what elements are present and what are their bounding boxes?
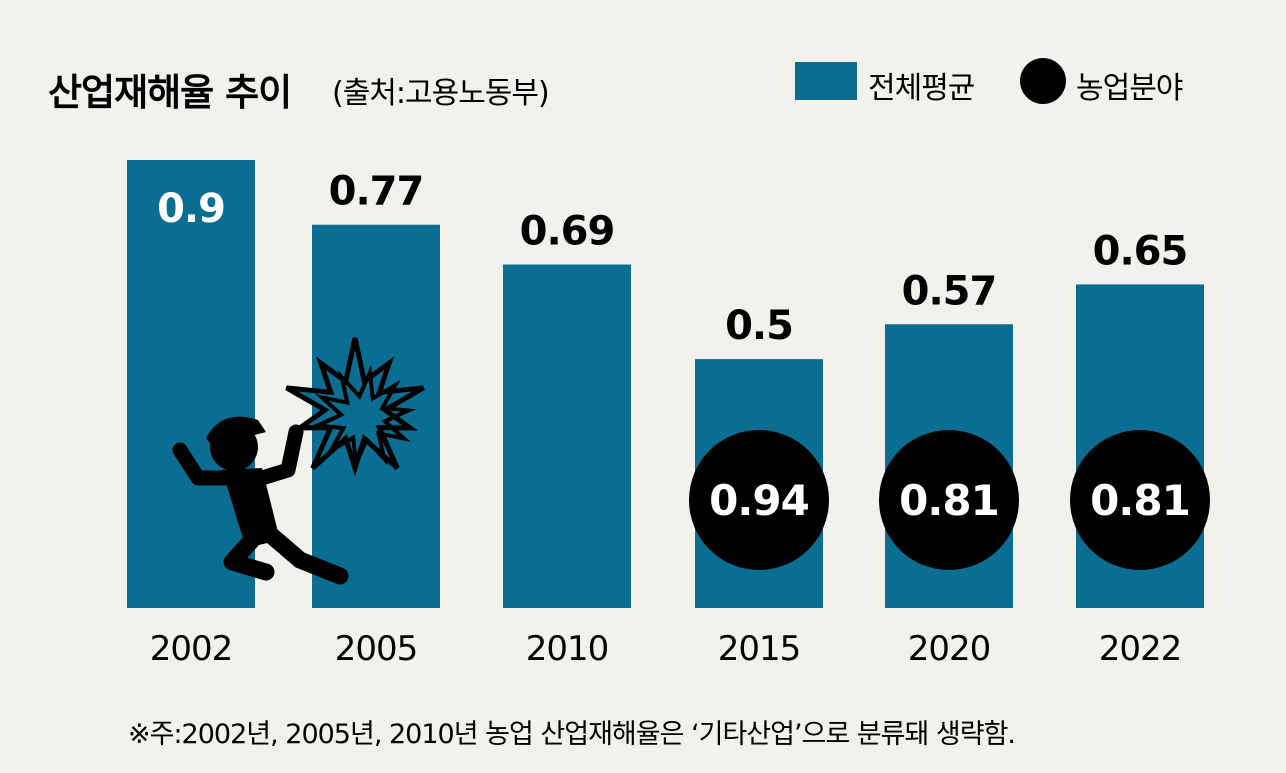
falling-worker-icon (172, 416, 349, 585)
bar-value-label-2005: 0.77 (329, 169, 424, 215)
chart-source: (출처:고용노동부) (332, 76, 550, 111)
legend-label-agriculture: 농업분야 (1076, 71, 1183, 106)
agri-circle-2015 (689, 430, 829, 570)
bar-2002 (127, 160, 255, 608)
year-label-2010: 2010 (526, 629, 609, 669)
agri-value-label-2015: 0.94 (709, 476, 809, 525)
legend-dot-agriculture (1020, 58, 1066, 104)
bar-value-label-2015: 0.5 (725, 303, 793, 349)
year-label-2005: 2005 (335, 629, 418, 669)
year-label-2002: 2002 (150, 629, 233, 669)
bar-value-label-2022: 0.65 (1093, 228, 1188, 274)
chart-footnote: ※주:2002년, 2005년, 2010년 농업 산업재해율은 ‘기타산업’으… (128, 719, 1016, 750)
legend-swatch-average (795, 62, 857, 100)
agri-circle-2022 (1070, 430, 1210, 570)
year-label-2022: 2022 (1099, 629, 1182, 669)
agri-value-label-2020: 0.81 (899, 476, 999, 525)
agri-circle-2020 (879, 430, 1019, 570)
bar-2010 (503, 264, 631, 608)
bar-value-label-2010: 0.69 (520, 209, 615, 255)
chart-title: 산업재해율 추이 (48, 71, 292, 114)
bar-value-label-2002: 0.9 (157, 186, 225, 232)
year-label-2020: 2020 (908, 629, 991, 669)
agri-value-label-2022: 0.81 (1090, 476, 1190, 525)
impact-burst-inner (310, 364, 416, 472)
year-label-2015: 2015 (718, 629, 801, 669)
legend-label-average: 전체평균 (868, 71, 975, 106)
bar-value-label-2020: 0.57 (902, 268, 997, 314)
